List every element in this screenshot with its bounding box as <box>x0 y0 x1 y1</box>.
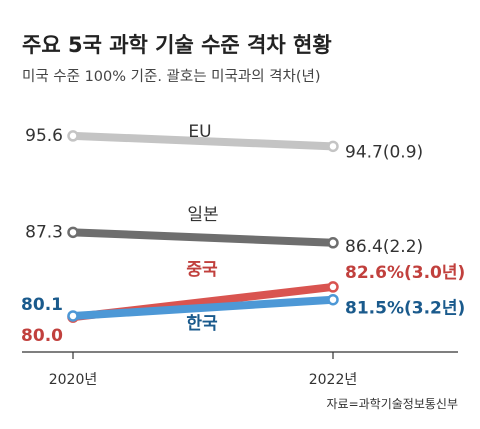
data-point-korea <box>327 293 339 306</box>
start-value-label-china: 80.0 <box>21 326 63 346</box>
series-line-japan <box>69 228 337 247</box>
end-value-label-japan: 86.4(2.2) <box>345 237 423 257</box>
data-point-korea <box>67 310 79 322</box>
start-value-label-eu: 95.6 <box>25 126 63 146</box>
data-point-eu <box>327 140 339 153</box>
chart-title: 주요 5국 과학 기술 수준 격차 현황 <box>22 33 332 57</box>
end-value-label-korea: 81.5%(3.2년) <box>345 299 465 319</box>
series-line-korea <box>69 295 337 320</box>
data-point-eu <box>67 130 79 142</box>
end-value-label-china: 82.6%(3.0년) <box>345 263 465 283</box>
x-tick-label: 2022년 <box>309 372 358 388</box>
data-point-japan <box>67 226 79 239</box>
start-value-label-japan: 87.3 <box>25 222 63 242</box>
source-note: 자료=과학기술정보통신부 <box>327 397 459 411</box>
series-line-eu <box>69 131 337 151</box>
end-value-label-eu: 94.7(0.9) <box>345 142 423 162</box>
series-name-label-korea: 한국 <box>186 314 218 334</box>
series-name-label-japan: 일본 <box>187 205 218 225</box>
data-point-japan <box>327 237 339 249</box>
x-tick-label: 2020년 <box>49 372 98 388</box>
chart-subtitle: 미국 수준 100% 기준. 괄호는 미국과의 격차(년) <box>22 68 320 85</box>
start-value-label-korea: 80.1 <box>21 295 63 315</box>
series-name-label-eu: EU <box>188 122 211 142</box>
data-point-china <box>327 281 339 293</box>
series-name-label-china: 중국 <box>186 260 218 280</box>
plot-area: 2020년 2022년 95.6 94.7(0.9) EU 87.3 86.4(2.2) 일본… <box>21 122 465 388</box>
